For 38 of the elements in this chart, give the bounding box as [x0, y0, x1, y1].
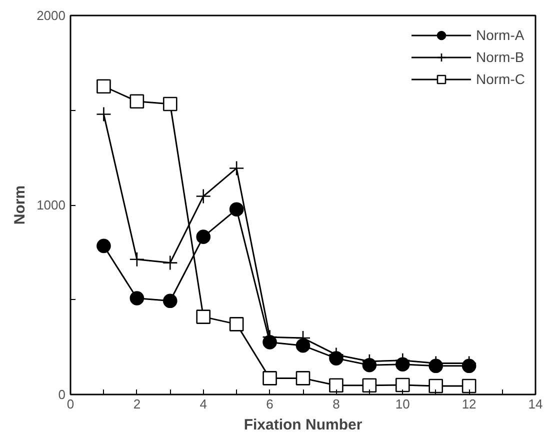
- legend-label: Norm-A: [476, 27, 524, 43]
- point: [96, 79, 111, 94]
- point: [395, 378, 410, 392]
- point: [229, 317, 244, 332]
- point: [228, 160, 244, 176]
- legend-label: Norm-C: [476, 71, 525, 87]
- point: [296, 338, 310, 353]
- point: [196, 310, 211, 324]
- point: [296, 371, 310, 386]
- legend-label: Norm-B: [476, 49, 524, 65]
- x-axis-title: Fixation Number: [244, 416, 362, 434]
- point: [162, 294, 178, 308]
- x-tick-label: 8: [332, 396, 340, 412]
- x-tick-label: 2: [133, 396, 141, 412]
- point: [96, 238, 111, 254]
- x-tick-label: 10: [395, 396, 410, 412]
- point: [162, 255, 178, 270]
- y-axis-title: Norm: [12, 185, 29, 225]
- point: [462, 378, 476, 394]
- x-tick-label: 14: [528, 396, 543, 412]
- point: [196, 230, 211, 244]
- point: [229, 202, 244, 216]
- point: [329, 378, 344, 393]
- point: [129, 252, 145, 268]
- point: [130, 291, 144, 306]
- point: [428, 378, 444, 394]
- x-tick-label: 12: [462, 396, 476, 412]
- y-tick-label: 0: [58, 387, 66, 402]
- x-tick-label: 6: [266, 396, 274, 412]
- x-tick-label: 4: [200, 396, 207, 412]
- point: [362, 378, 377, 393]
- y-tick-label: 1000: [36, 198, 66, 212]
- point: [130, 94, 144, 108]
- point: [262, 371, 277, 386]
- point: [196, 188, 212, 204]
- point: [96, 106, 112, 122]
- point: [162, 96, 178, 112]
- y-tick-label: 2000: [36, 8, 66, 23]
